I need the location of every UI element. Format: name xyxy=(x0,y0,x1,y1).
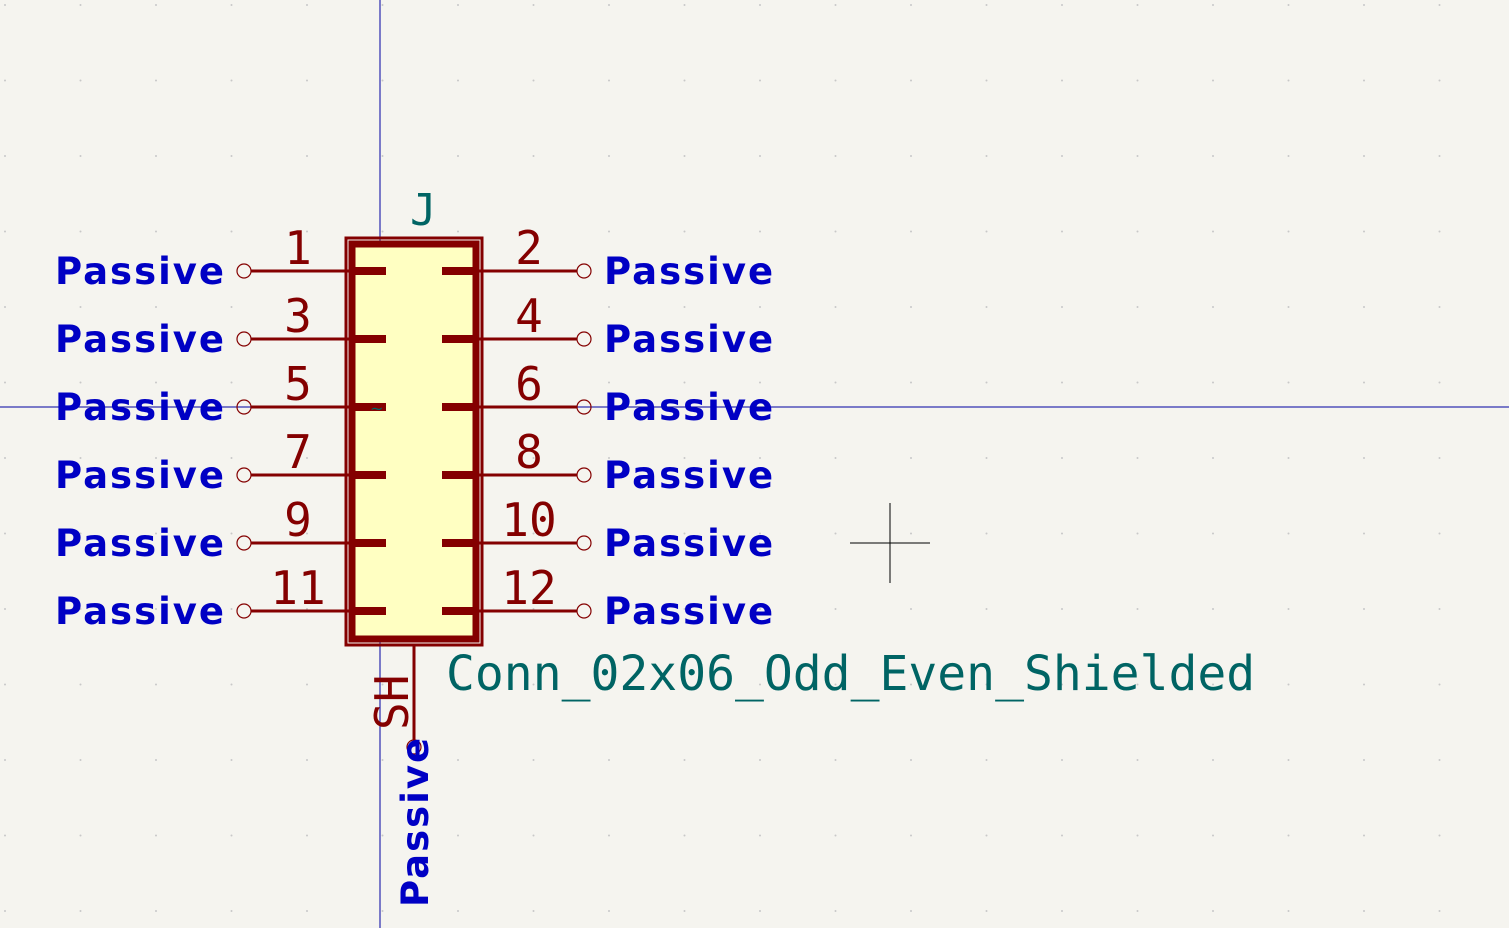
pin-type-sh: Passive xyxy=(394,736,437,907)
pin-number-left-2: 5 xyxy=(284,357,312,411)
pin-number-right-2: 6 xyxy=(515,357,543,411)
symbol-body xyxy=(348,240,480,643)
connector-symbol[interactable]: 1 Passive 3 Passive 5 Passive 7 Passive 9 Passive… xyxy=(55,185,1255,907)
cursor-crosshair-icon xyxy=(850,503,930,583)
pin-type-left-2: Passive xyxy=(55,386,226,429)
pin-type-left-0: Passive xyxy=(55,250,226,293)
pin-type-left-3: Passive xyxy=(55,454,226,497)
pin-type-right-0: Passive xyxy=(604,250,775,293)
pin-number-right-3: 8 xyxy=(515,425,543,479)
anchor-marker-icon: ~ xyxy=(370,399,383,418)
pin-number-left-0: 1 xyxy=(284,221,312,275)
pin-endpoint-right-2[interactable] xyxy=(576,399,592,415)
pin-type-right-5: Passive xyxy=(604,590,775,633)
pin-type-right-4: Passive xyxy=(604,522,775,565)
pin-number-right-4: 10 xyxy=(501,493,556,547)
pin-sh-endpoint[interactable] xyxy=(406,739,422,755)
pin-type-left-1: Passive xyxy=(55,318,226,361)
pin-endpoint-right-5[interactable] xyxy=(576,603,592,619)
pin-number-left-3: 7 xyxy=(284,425,312,479)
pin-endpoint-left-5[interactable] xyxy=(236,603,252,619)
pin-endpoint-left-3[interactable] xyxy=(236,467,252,483)
pin-number-left-4: 9 xyxy=(284,493,312,547)
pin-endpoint-left-0[interactable] xyxy=(236,263,252,279)
pin-number-right-0: 2 xyxy=(515,221,543,275)
pin-endpoint-left-1[interactable] xyxy=(236,331,252,347)
pin-number-right-5: 12 xyxy=(501,561,556,615)
pin-endpoint-left-2[interactable] xyxy=(236,399,252,415)
reference-field[interactable]: J xyxy=(410,185,437,236)
pin-number-sh: SH xyxy=(365,675,419,730)
pin-type-left-4: Passive xyxy=(55,522,226,565)
pin-endpoint-left-4[interactable] xyxy=(236,535,252,551)
pin-endpoint-right-4[interactable] xyxy=(576,535,592,551)
pin-type-right-3: Passive xyxy=(604,454,775,497)
pin-type-right-1: Passive xyxy=(604,318,775,361)
pin-endpoint-right-1[interactable] xyxy=(576,331,592,347)
pin-endpoint-right-0[interactable] xyxy=(576,263,592,279)
value-field[interactable]: Conn_02x06_Odd_Even_Shielded xyxy=(446,646,1255,702)
pin-number-left-5: 11 xyxy=(270,561,325,615)
pin-type-left-5: Passive xyxy=(55,590,226,633)
pin-endpoint-right-3[interactable] xyxy=(576,467,592,483)
pin-number-left-1: 3 xyxy=(284,289,312,343)
pin-number-right-1: 4 xyxy=(515,289,543,343)
pin-type-right-2: Passive xyxy=(604,386,775,429)
